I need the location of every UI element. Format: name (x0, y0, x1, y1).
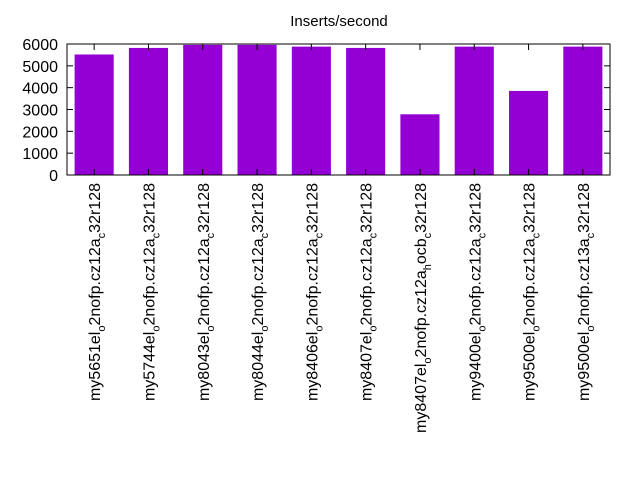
x-category-label: my8407elo2nofp.cz12ac32r128 (359, 183, 380, 401)
bar-5 (291, 46, 331, 176)
y-tick-label: 4000 (22, 81, 58, 98)
x-category-label: my8043elo2nofp.cz12ac32r128 (196, 183, 217, 401)
y-tick-label: 5000 (22, 59, 58, 76)
y-tick-label: 3000 (22, 103, 58, 120)
y-tick-label: 6000 (22, 37, 58, 54)
y-tick-label: 2000 (22, 124, 58, 141)
axes-layer (66, 43, 611, 176)
x-category-label: my9500elo2nofp.cz13ac32r128 (576, 183, 597, 401)
chart-title: Inserts/second (290, 13, 388, 30)
bar-2 (128, 47, 168, 175)
x-category-label: my8407elo2nofp.cz12ahocbc32r128 (413, 183, 434, 433)
x-category-label: my5744elo2nofp.cz12ac32r128 (141, 183, 162, 401)
labels-layer: 0 1000 2000 3000 4000 5000 6000 my5651elo2nofp.… (22, 37, 596, 433)
bar-10 (563, 46, 603, 176)
bar-4 (237, 44, 277, 176)
x-category-label: my5651elo2nofp.cz12ac32r128 (87, 183, 108, 401)
bar-9 (509, 90, 549, 175)
bar-6 (346, 47, 386, 175)
bar-3 (183, 44, 223, 176)
bar-7 (400, 114, 440, 175)
x-category-label: my9500elo2nofp.cz12ac32r128 (522, 183, 543, 401)
y-tick-label: 1000 (22, 146, 58, 163)
x-category-label: my8406elo2nofp.cz12ac32r128 (304, 183, 325, 401)
y-tick-label: 0 (49, 168, 58, 185)
bars-layer (74, 44, 603, 176)
x-category-label: my9400elo2nofp.cz12ac32r128 (467, 183, 488, 401)
bar-1 (74, 54, 114, 176)
bar-8 (454, 46, 494, 176)
x-category-label: my8044elo2nofp.cz12ac32r128 (250, 183, 271, 401)
